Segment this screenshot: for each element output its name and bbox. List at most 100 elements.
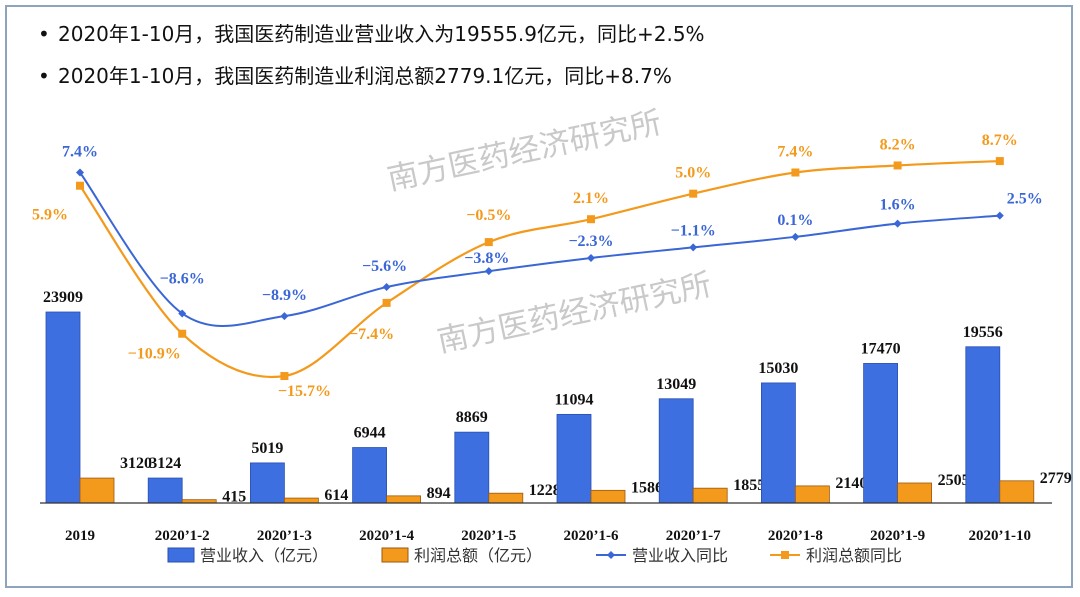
revenue-yoy-label: 1.6% — [880, 197, 916, 214]
profit-yoy-label: 7.4% — [777, 144, 813, 161]
revenue-yoy-marker — [382, 283, 391, 292]
legend-profit-swatch — [381, 547, 409, 563]
watermark: 南方医药经济研究所 — [384, 105, 664, 198]
profit-yoy-marker — [280, 372, 289, 381]
profit-yoy-marker — [995, 157, 1004, 166]
legend-revenue-label: 营业收入（亿元） — [200, 546, 328, 565]
profit-yoy-label: −0.5% — [466, 207, 511, 224]
profit-value-label: 1586 — [631, 479, 663, 496]
profit-yoy-marker — [791, 168, 800, 177]
profit-yoy-label: 5.0% — [675, 165, 711, 182]
profit-yoy-label: 2.1% — [573, 190, 609, 207]
revenue-yoy-marker — [995, 211, 1004, 220]
profit-bar — [283, 497, 319, 504]
x-tick-label: 2020’1-5 — [461, 528, 516, 544]
profit-yoy-marker — [382, 298, 391, 307]
revenue-bar — [454, 431, 490, 504]
revenue-value-label: 6944 — [354, 425, 386, 442]
profit-value-label: 614 — [324, 487, 348, 504]
revenue-bar — [863, 363, 898, 504]
legend-profit-yoy-label: 利润总额同比 — [806, 546, 902, 565]
legend-profit-yoy-marker — [781, 551, 789, 559]
x-tick-label: 2019 — [65, 528, 95, 544]
bullet-revenue: • 2020年1-10月，我国医药制造业营业收入为19555.9亿元，同比+2.5… — [38, 22, 705, 46]
profit-yoy-label: 8.7% — [982, 132, 1018, 149]
profit-yoy-marker — [484, 238, 493, 247]
revenue-bar — [658, 398, 694, 504]
revenue-yoy-marker — [587, 253, 595, 262]
bullet-revenue-text: 2020年1-10月，我国医药制造业营业收入为19555.9亿元，同比+2.5% — [58, 22, 705, 46]
x-tick-label: 2020’1-8 — [768, 528, 823, 544]
profit-yoy-marker — [893, 161, 902, 170]
profit-bar — [795, 485, 830, 504]
profit-yoy-marker — [178, 329, 187, 338]
profit-yoy-line — [79, 159, 1000, 379]
revenue-value-label: 8869 — [456, 409, 488, 426]
profit-value-label: 1228 — [529, 482, 561, 499]
x-tick-label: 2020’1-10 — [969, 528, 1032, 544]
revenue-bar — [761, 382, 796, 504]
x-tick-label: 2020’1-6 — [564, 528, 619, 544]
revenue-yoy-marker — [280, 312, 289, 321]
profit-yoy-label: −7.4% — [349, 326, 394, 343]
revenue-value-label: 11094 — [554, 391, 593, 408]
profit-bar — [590, 489, 626, 504]
revenue-yoy-label: 0.1% — [777, 212, 813, 229]
profit-value-label: 2779 — [1040, 470, 1072, 487]
profit-bar — [386, 495, 422, 504]
bullet-profit-text: 2020年1-10月，我国医药制造业利润总额2779.1亿元，同比+8.7% — [58, 64, 672, 88]
legend-revenue-swatch — [167, 547, 195, 563]
revenue-value-label: 13049 — [656, 376, 696, 393]
revenue-bar — [556, 413, 592, 504]
profit-bar — [897, 482, 932, 504]
revenue-yoy-marker — [76, 168, 84, 177]
revenue-yoy-line — [79, 171, 1000, 327]
revenue-value-label: 15030 — [758, 360, 798, 377]
profit-value-label: 1855 — [733, 477, 765, 494]
profit-yoy-marker — [689, 189, 698, 198]
profit-yoy-label: 8.2% — [880, 136, 916, 153]
revenue-yoy-marker — [484, 267, 493, 276]
revenue-value-label: 17470 — [861, 340, 901, 357]
revenue-value-label: 23909 — [43, 289, 83, 306]
profit-value-label: 2505 — [938, 472, 970, 489]
profit-yoy-label: −10.9% — [128, 346, 181, 363]
profit-yoy-label: 5.9% — [32, 207, 68, 224]
revenue-yoy-marker — [178, 309, 187, 318]
chart-frame — [5, 5, 1073, 588]
revenue-yoy-label: −8.6% — [160, 270, 205, 287]
revenue-bar — [249, 462, 285, 504]
profit-value-label: 894 — [427, 485, 451, 502]
profit-yoy-label: −15.7% — [278, 383, 331, 400]
revenue-yoy-label: 7.4% — [62, 144, 98, 161]
profit-value-label: 3120 — [120, 455, 152, 472]
revenue-bar — [352, 447, 388, 504]
profit-yoy-marker — [76, 181, 84, 190]
x-tick-label: 2020’1-7 — [666, 528, 721, 544]
bullet-profit: • 2020年1-10月，我国医药制造业利润总额2779.1亿元，同比+8.7% — [38, 64, 672, 88]
revenue-value-label: 5019 — [251, 440, 283, 457]
x-tick-label: 2020’1-3 — [257, 528, 312, 544]
revenue-yoy-marker — [893, 219, 902, 228]
revenue-yoy-label: −1.1% — [671, 222, 716, 239]
profit-value-label: 2140 — [835, 475, 867, 492]
revenue-value-label: 19556 — [963, 324, 1003, 341]
watermark: 南方医药经济研究所 — [434, 267, 714, 360]
revenue-yoy-label: −5.6% — [362, 258, 407, 275]
profit-yoy-marker — [587, 215, 595, 224]
profit-bar — [79, 477, 115, 504]
profit-bar — [692, 487, 728, 504]
profit-bar — [999, 480, 1035, 504]
legend-revenue-yoy-marker — [607, 551, 615, 559]
revenue-bar — [147, 477, 183, 504]
revenue-yoy-marker — [689, 243, 698, 252]
legend-profit-label: 利润总额（亿元） — [414, 546, 542, 565]
revenue-bar — [965, 346, 1001, 504]
x-tick-label: 2020’1-9 — [870, 528, 925, 544]
revenue-value-label: 3124 — [149, 455, 181, 472]
revenue-bar — [45, 311, 81, 504]
revenue-yoy-label: −2.3% — [568, 233, 613, 250]
profit-value-label: 415 — [222, 489, 246, 506]
revenue-yoy-marker — [791, 232, 800, 241]
